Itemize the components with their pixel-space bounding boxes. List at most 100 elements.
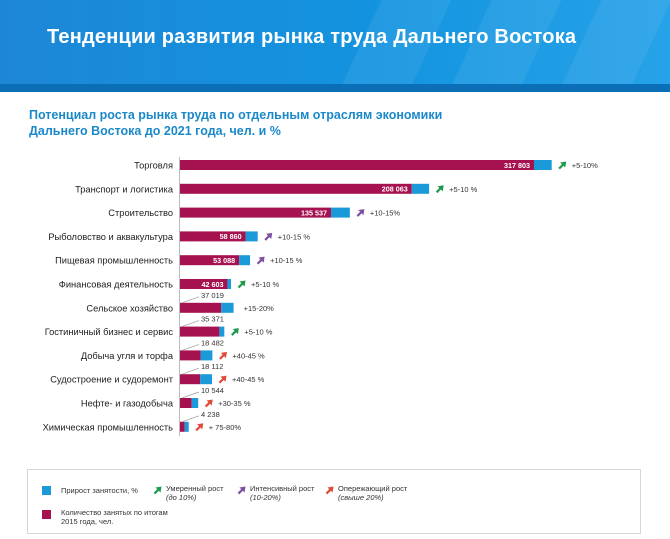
- bar-employed: [180, 231, 246, 242]
- legend: Прирост занятости, % Количество занятых …: [27, 469, 641, 534]
- bar-employed: [180, 255, 240, 266]
- chart-title: Потенциал роста рынка труда по отдельным…: [29, 108, 443, 138]
- growth-arrow-icon-head: [560, 161, 567, 168]
- growth-arrow-icon: [435, 185, 444, 194]
- growth-arrow-icon-head: [197, 423, 204, 430]
- category-label: Пищевая промышленность: [55, 256, 173, 266]
- arrow-intensive-icon: [237, 486, 246, 495]
- legend-label-outpacing: Опережающий рост (свыше 20%): [338, 484, 438, 502]
- legend-outpacing-title: Опережающий рост: [338, 484, 408, 493]
- header-edge: [0, 84, 670, 92]
- growth-arrow-icon-head: [220, 351, 227, 358]
- arrow-intensive-icon-mark-head: [239, 486, 246, 493]
- growth-arrow-icon: [219, 351, 227, 360]
- value-label: 18 112: [201, 362, 223, 371]
- header-banner: Тенденции развития рынка труда Дальнего …: [0, 0, 670, 92]
- leader-line: [181, 344, 200, 351]
- bar-growth: [227, 279, 232, 289]
- growth-arrow-icon: [204, 399, 213, 408]
- growth-arrow-icon-head: [220, 375, 227, 382]
- bar-employed: [180, 183, 412, 194]
- value-label: 42 603: [201, 280, 223, 289]
- growth-label: +10-15 %: [278, 232, 311, 241]
- legend-swatch-growth: [42, 486, 51, 495]
- category-label: Финансовая деятельность: [59, 280, 173, 290]
- growth-label: +40-45 %: [232, 351, 265, 360]
- bar-employed: [180, 207, 331, 218]
- bar-employed: [180, 421, 185, 432]
- value-label: 4 238: [201, 410, 220, 419]
- bar-growth: [411, 183, 430, 194]
- legend-label-moderate: Умеренный рост (до 10%): [166, 484, 256, 502]
- leader-line: [181, 320, 200, 327]
- arrow-outpacing-icon: [325, 486, 334, 495]
- growth-arrow-icon: [218, 375, 227, 384]
- growth-label: +5-10 %: [449, 185, 477, 194]
- bar-growth: [200, 374, 212, 385]
- growth-arrow-icon: [237, 280, 246, 289]
- bar-growth: [184, 421, 189, 432]
- bar-growth: [191, 398, 199, 408]
- bar-growth: [239, 255, 251, 266]
- bar-growth: [330, 207, 350, 218]
- legend-label-intensive: Интенсивный рост (10-20%): [250, 484, 340, 502]
- growth-label: +10-15%: [370, 209, 401, 218]
- growth-arrow-icon: [256, 256, 265, 265]
- category-label: Добыча угля и торфа: [81, 351, 174, 361]
- legend-swatch-employed: [42, 510, 51, 519]
- category-label: Транспорт и логистика: [75, 184, 174, 194]
- arrow-intensive-icon-mark: [237, 486, 246, 495]
- category-label: Химическая промышленность: [43, 422, 174, 432]
- arrow-outpacing-icon-mark-head: [327, 486, 334, 493]
- value-label: 18 482: [201, 338, 224, 347]
- growth-arrow-icon-head: [437, 185, 444, 192]
- growth-label: +5-10 %: [244, 328, 272, 337]
- growth-arrow-icon: [231, 328, 239, 336]
- bar-growth: [221, 302, 234, 313]
- growth-label: +5-10%: [572, 161, 598, 170]
- bar-employed: [180, 302, 222, 313]
- growth-arrow-icon-head: [206, 399, 213, 406]
- growth-arrow-icon-head: [266, 232, 273, 239]
- leader-line: [181, 296, 200, 304]
- growth-label: + 75-80%: [209, 423, 242, 432]
- growth-arrow-icon: [356, 209, 365, 217]
- legend-outpacing-sub: (свыше 20%): [338, 493, 384, 502]
- bar-growth: [219, 326, 225, 337]
- category-label: Нефте- и газодобыча: [81, 399, 174, 409]
- growth-arrow-icon-head: [232, 328, 239, 335]
- value-label: 35 371: [201, 315, 224, 324]
- arrow-moderate-icon: [153, 486, 162, 495]
- bar-employed: [180, 279, 228, 289]
- growth-arrow-icon: [264, 232, 273, 241]
- growth-label: +40-45 %: [232, 375, 265, 384]
- growth-arrow-icon: [195, 423, 204, 432]
- leader-line: [181, 415, 200, 423]
- category-label: Торговля: [134, 161, 173, 171]
- growth-arrow-icon-head: [239, 280, 246, 287]
- bar-employed: [180, 350, 201, 361]
- category-label: Строительство: [108, 208, 173, 218]
- growth-arrow-icon-head: [358, 209, 365, 216]
- page-title: Тенденции развития рынка труда Дальнего …: [47, 26, 577, 48]
- growth-label: +30-35 %: [218, 399, 251, 408]
- value-label: 208 063: [382, 185, 408, 194]
- arrow-moderate-icon-mark: [153, 486, 162, 495]
- value-label: 53 088: [213, 256, 235, 265]
- growth-label: +10-15 %: [270, 256, 303, 265]
- category-label: Судостроение и судоремонт: [50, 375, 174, 385]
- growth-arrow-icon: [558, 161, 567, 170]
- value-label: 58 860: [220, 232, 242, 241]
- category-label: Гостиничный бизнес и сервис: [45, 327, 174, 337]
- legend-label-growth: Прирост занятости, %: [61, 486, 138, 495]
- category-label: Рыболовство и аквакультура: [48, 232, 173, 242]
- arrow-outpacing-icon-mark: [325, 486, 334, 495]
- legend-intensive-title: Интенсивный рост: [250, 484, 315, 493]
- leader-line: [181, 367, 200, 375]
- category-label: Сельское хозяйство: [86, 303, 173, 313]
- value-label: 135 537: [301, 208, 327, 217]
- leader-line: [181, 391, 200, 399]
- arrow-moderate-icon-mark-head: [155, 486, 162, 493]
- value-label: 10 544: [201, 386, 224, 395]
